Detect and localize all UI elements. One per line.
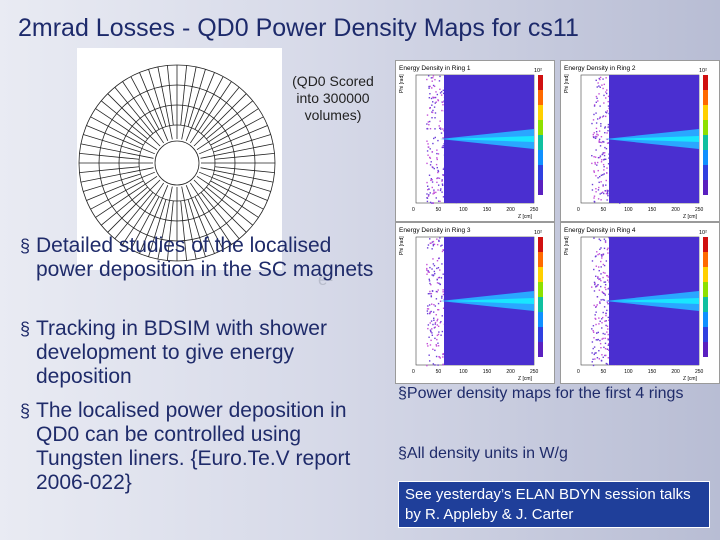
map-x-label: Z [cm] bbox=[683, 376, 697, 382]
map-x-tick: 100 bbox=[624, 207, 633, 213]
map-x-tick: 150 bbox=[648, 369, 657, 375]
bullet-text: Detailed studies of the localised power … bbox=[36, 234, 373, 281]
map-x-tick: 150 bbox=[648, 207, 657, 213]
map-scale-top: 10² bbox=[534, 230, 542, 236]
map-title: Energy Density in Ring 1 bbox=[399, 65, 471, 72]
diagram-caption-line-3: volumes) bbox=[283, 107, 383, 124]
bullet-item: § The localised power deposition in QD0 … bbox=[20, 399, 390, 495]
map-x-tick: 0 bbox=[412, 207, 415, 213]
bullet-marker: § bbox=[20, 317, 30, 341]
map-scale-top: 10² bbox=[699, 68, 707, 74]
map-x-tick: 150 bbox=[483, 207, 492, 213]
map-x-tick: 50 bbox=[601, 207, 607, 213]
map-x-tick: 250 bbox=[530, 369, 539, 375]
bullet-text: The localised power deposition in QD0 ca… bbox=[36, 399, 350, 494]
highlight-box: See yesterday’s ELAN BDYN session talks … bbox=[398, 481, 710, 528]
density-map-ring-3: Energy Density in Ring 3 10² 0 50 100 150 200 2… bbox=[395, 222, 555, 384]
bullet-item: § Detailed studies of the localised powe… bbox=[20, 234, 390, 282]
map-title: Energy Density in Ring 3 bbox=[399, 227, 471, 234]
density-map-ring-2: Energy Density in Ring 2 10² 0 50 100 150 200 2… bbox=[560, 60, 720, 222]
slide-title: 2mrad Losses - QD0 Power Density Maps fo… bbox=[18, 14, 579, 43]
density-map-ring-1: Energy Density in Ring 1 10² 0 50 100 150 200 2… bbox=[395, 60, 555, 222]
note-units: §All density units in W/g bbox=[398, 444, 708, 463]
map-x-tick: 50 bbox=[436, 207, 442, 213]
map-x-tick: 200 bbox=[671, 207, 680, 213]
bullet-marker: § bbox=[20, 234, 30, 258]
map-x-tick: 50 bbox=[436, 369, 442, 375]
map-x-tick: 250 bbox=[695, 207, 704, 213]
map-x-tick: 250 bbox=[530, 207, 539, 213]
note-power-density: §Power density maps for the first 4 ring… bbox=[398, 384, 708, 403]
map-x-tick: 200 bbox=[506, 369, 515, 375]
map-x-tick: 200 bbox=[506, 207, 515, 213]
map-y-label: Phi [rad] bbox=[399, 236, 405, 255]
bullet-text: Tracking in BDSIM with shower developmen… bbox=[36, 317, 327, 388]
map-title: Energy Density in Ring 2 bbox=[564, 65, 636, 72]
map-title: Energy Density in Ring 4 bbox=[564, 227, 636, 234]
map-x-tick: 0 bbox=[577, 369, 580, 375]
map-x-tick: 100 bbox=[459, 369, 468, 375]
cross-section-lines bbox=[79, 65, 275, 261]
bullet-marker: § bbox=[20, 399, 30, 423]
bullet-item: § Tracking in BDSIM with shower developm… bbox=[20, 317, 390, 389]
diagram-caption-line-2: into 300000 bbox=[283, 90, 383, 107]
map-x-tick: 250 bbox=[695, 369, 704, 375]
map-x-label: Z [cm] bbox=[518, 214, 532, 220]
map-x-tick: 100 bbox=[459, 207, 468, 213]
map-x-tick: 200 bbox=[671, 369, 680, 375]
map-x-label: Z [cm] bbox=[518, 376, 532, 382]
map-y-label: Phi [rad] bbox=[564, 236, 570, 255]
diagram-caption-line-1: (QD0 Scored bbox=[283, 73, 383, 90]
diagram-caption: (QD0 Scored into 300000 volumes) bbox=[283, 73, 383, 124]
map-x-tick: 150 bbox=[483, 369, 492, 375]
map-y-label: Phi [rad] bbox=[399, 74, 405, 93]
bullet-list: § Detailed studies of the localised powe… bbox=[20, 234, 390, 495]
map-scale-top: 10² bbox=[534, 68, 542, 74]
map-x-tick: 0 bbox=[577, 207, 580, 213]
map-scale-top: 10² bbox=[699, 230, 707, 236]
map-x-tick: 50 bbox=[601, 369, 607, 375]
density-map-ring-4: Energy Density in Ring 4 10² 0 50 100 150 200 2… bbox=[560, 222, 720, 384]
map-x-tick: 0 bbox=[412, 369, 415, 375]
map-x-tick: 100 bbox=[624, 369, 633, 375]
map-x-label: Z [cm] bbox=[683, 214, 697, 220]
map-y-label: Phi [rad] bbox=[564, 74, 570, 93]
